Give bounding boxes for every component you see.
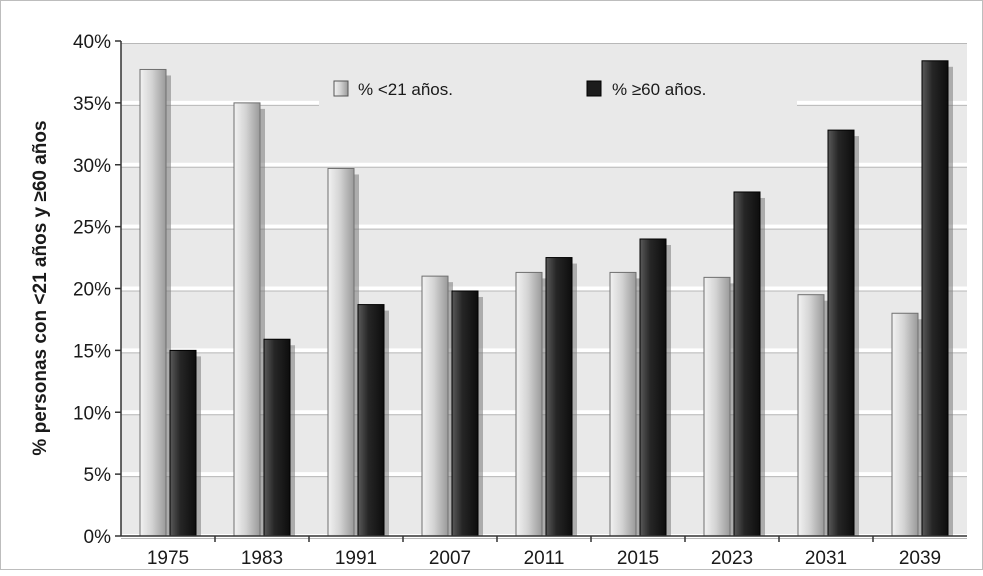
x-tick-label: 2039 <box>899 548 941 569</box>
bar-over60 <box>451 290 479 537</box>
bar-under21 <box>327 167 355 537</box>
legend-swatch-under21 <box>333 80 349 97</box>
y-tick-label: 15% <box>73 341 111 362</box>
y-tick-label: 0% <box>84 527 112 548</box>
bar-group <box>139 68 201 537</box>
x-tick-label: 1983 <box>241 548 283 569</box>
bar-over60 <box>357 304 385 537</box>
y-tick-label: 20% <box>73 280 111 301</box>
bar-over60 <box>921 60 949 537</box>
y-tick-label: 40% <box>73 32 111 53</box>
x-tick-label: 2011 <box>524 548 565 569</box>
x-tick-label: 1975 <box>147 548 189 569</box>
bar-over60 <box>545 257 573 537</box>
y-tick-label: 10% <box>73 403 111 424</box>
bar-group <box>703 191 765 537</box>
bar-group <box>327 167 389 537</box>
bar-over60 <box>263 338 291 537</box>
y-axis-title: % personas con <21 años y ≥60 años <box>30 120 51 455</box>
bar-group <box>515 257 577 537</box>
x-tick-label: 2031 <box>805 548 847 569</box>
bar-over60 <box>639 238 667 537</box>
x-tick-label: 2007 <box>429 548 471 569</box>
bar-over60 <box>733 191 761 537</box>
axes: 0% 5% 10% 15% 20% 25% 30% 35% 40% 1975 1983 1991 200… <box>73 32 967 569</box>
y-tick-label: 5% <box>84 465 112 486</box>
bar-group <box>797 129 859 537</box>
bar-under21 <box>703 276 731 537</box>
y-tick-label: 30% <box>73 156 111 177</box>
legend-label-under21: % <21 años. <box>358 80 453 99</box>
bar-over60 <box>827 129 855 537</box>
legend-label-over60: % ≥60 años. <box>612 80 706 99</box>
x-tick-label: 2015 <box>617 548 659 569</box>
bar-under21 <box>891 312 919 537</box>
legend-swatch-over60 <box>586 80 602 97</box>
bar-group <box>609 238 671 537</box>
bar-group <box>891 60 953 537</box>
bar-under21 <box>515 271 543 537</box>
bar-under21 <box>609 271 637 537</box>
bars <box>139 60 953 537</box>
bar-over60 <box>169 349 197 537</box>
x-tick-label: 1991 <box>335 548 377 569</box>
y-tick-label: 35% <box>73 94 111 115</box>
bar-under21 <box>233 102 261 537</box>
legend: % <21 años. % ≥60 años. <box>319 73 797 107</box>
bar-under21 <box>797 294 825 537</box>
x-tick-label: 2023 <box>711 548 753 569</box>
legend-background <box>319 73 797 107</box>
bar-under21 <box>139 68 167 537</box>
bar-group <box>233 102 295 537</box>
y-tick-label: 25% <box>73 218 111 239</box>
bar-group <box>421 275 483 537</box>
bar-under21 <box>421 275 449 537</box>
